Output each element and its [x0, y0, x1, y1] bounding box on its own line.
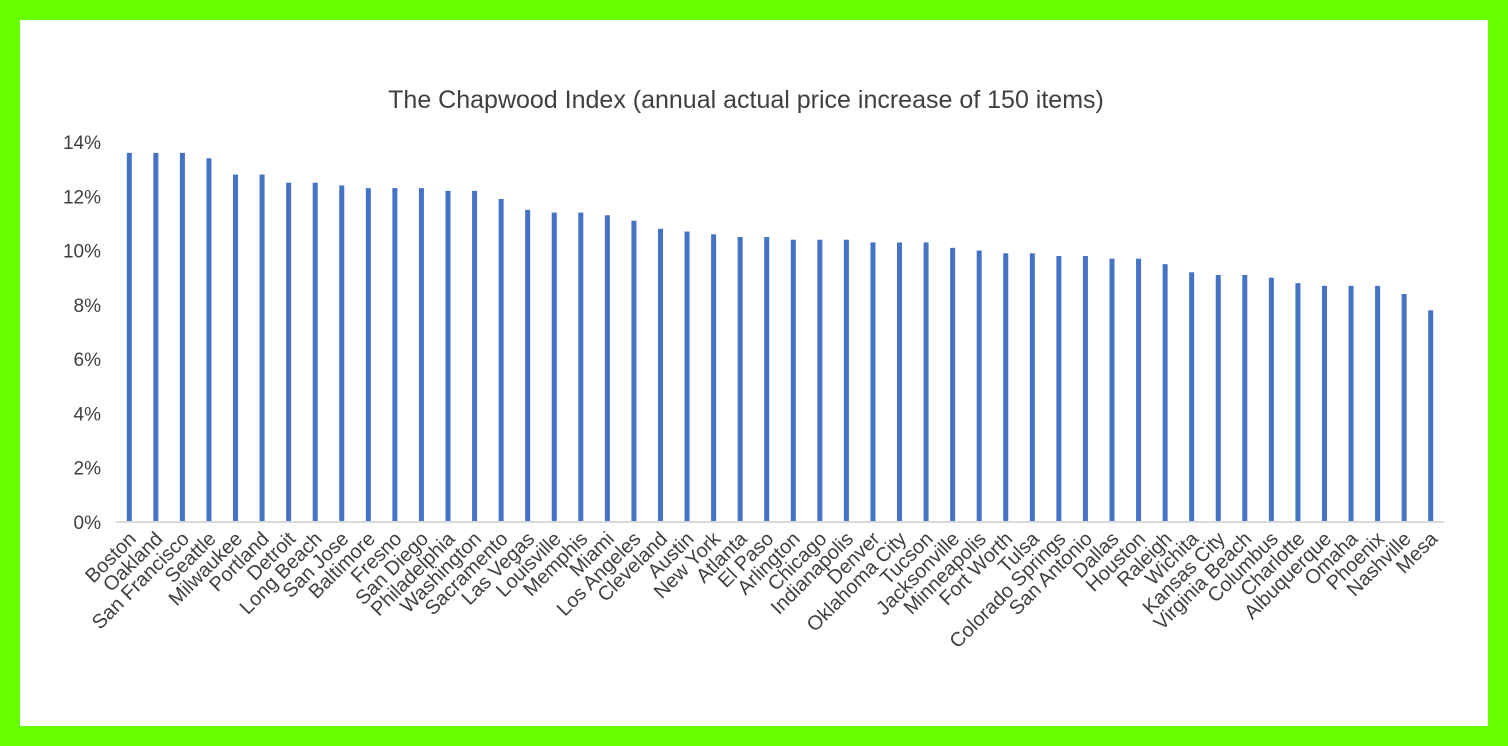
bar — [950, 247, 956, 522]
bar — [1056, 256, 1062, 522]
bar — [843, 239, 849, 522]
bar — [1242, 275, 1248, 522]
bar — [817, 239, 823, 522]
bar — [657, 228, 663, 522]
bar — [976, 250, 982, 523]
bar — [923, 242, 929, 522]
bars-group — [126, 152, 1434, 523]
bar — [1109, 258, 1115, 522]
chart-title: The Chapwood Index (annual actual price … — [388, 86, 1104, 114]
y-axis-ticks: 0% 2% 4% 6% 8% 10% 12% 14% — [63, 133, 101, 534]
bar — [339, 185, 345, 522]
bar — [472, 190, 478, 522]
bar — [498, 199, 504, 522]
bar — [790, 239, 796, 522]
bar — [153, 152, 159, 522]
bar — [551, 212, 557, 523]
bar — [1162, 264, 1168, 522]
y-tick-label: 12% — [63, 187, 101, 208]
bar — [737, 237, 743, 522]
bar — [286, 182, 292, 522]
bar — [1268, 277, 1274, 522]
bar — [525, 209, 531, 522]
y-tick-label: 4% — [74, 404, 102, 425]
y-tick-label: 2% — [74, 459, 102, 480]
bar — [126, 152, 132, 522]
bar — [445, 190, 451, 522]
bar — [365, 188, 371, 522]
bar — [233, 174, 239, 523]
bar — [1189, 272, 1195, 522]
chart-svg: The Chapwood Index (annual actual price … — [63, 86, 1444, 653]
bar — [1215, 275, 1221, 522]
bar — [1295, 283, 1301, 522]
y-tick-label: 6% — [74, 350, 102, 371]
bar — [684, 231, 690, 523]
bar — [1401, 294, 1407, 522]
bar — [764, 237, 770, 522]
bar — [1029, 253, 1035, 523]
y-tick-label: 14% — [63, 133, 101, 154]
bar — [418, 188, 424, 522]
bar — [870, 242, 876, 522]
bar — [1375, 285, 1381, 522]
bar — [711, 234, 717, 523]
bar — [604, 215, 610, 523]
y-tick-label: 8% — [74, 296, 102, 317]
bar — [631, 220, 637, 522]
bar — [1003, 253, 1009, 523]
y-tick-label: 0% — [74, 513, 102, 534]
bar — [179, 152, 185, 522]
bar — [392, 188, 398, 522]
bar — [312, 182, 318, 522]
bar — [1428, 310, 1434, 522]
bar — [259, 174, 265, 523]
bar — [1136, 258, 1142, 522]
bar — [1082, 256, 1088, 522]
bar — [1348, 285, 1354, 522]
chart-panel: The Chapwood Index (annual actual price … — [20, 20, 1488, 726]
bar — [1321, 285, 1327, 522]
y-tick-label: 10% — [63, 242, 101, 263]
bar — [578, 212, 584, 523]
bar — [897, 242, 903, 522]
bar — [206, 158, 212, 523]
